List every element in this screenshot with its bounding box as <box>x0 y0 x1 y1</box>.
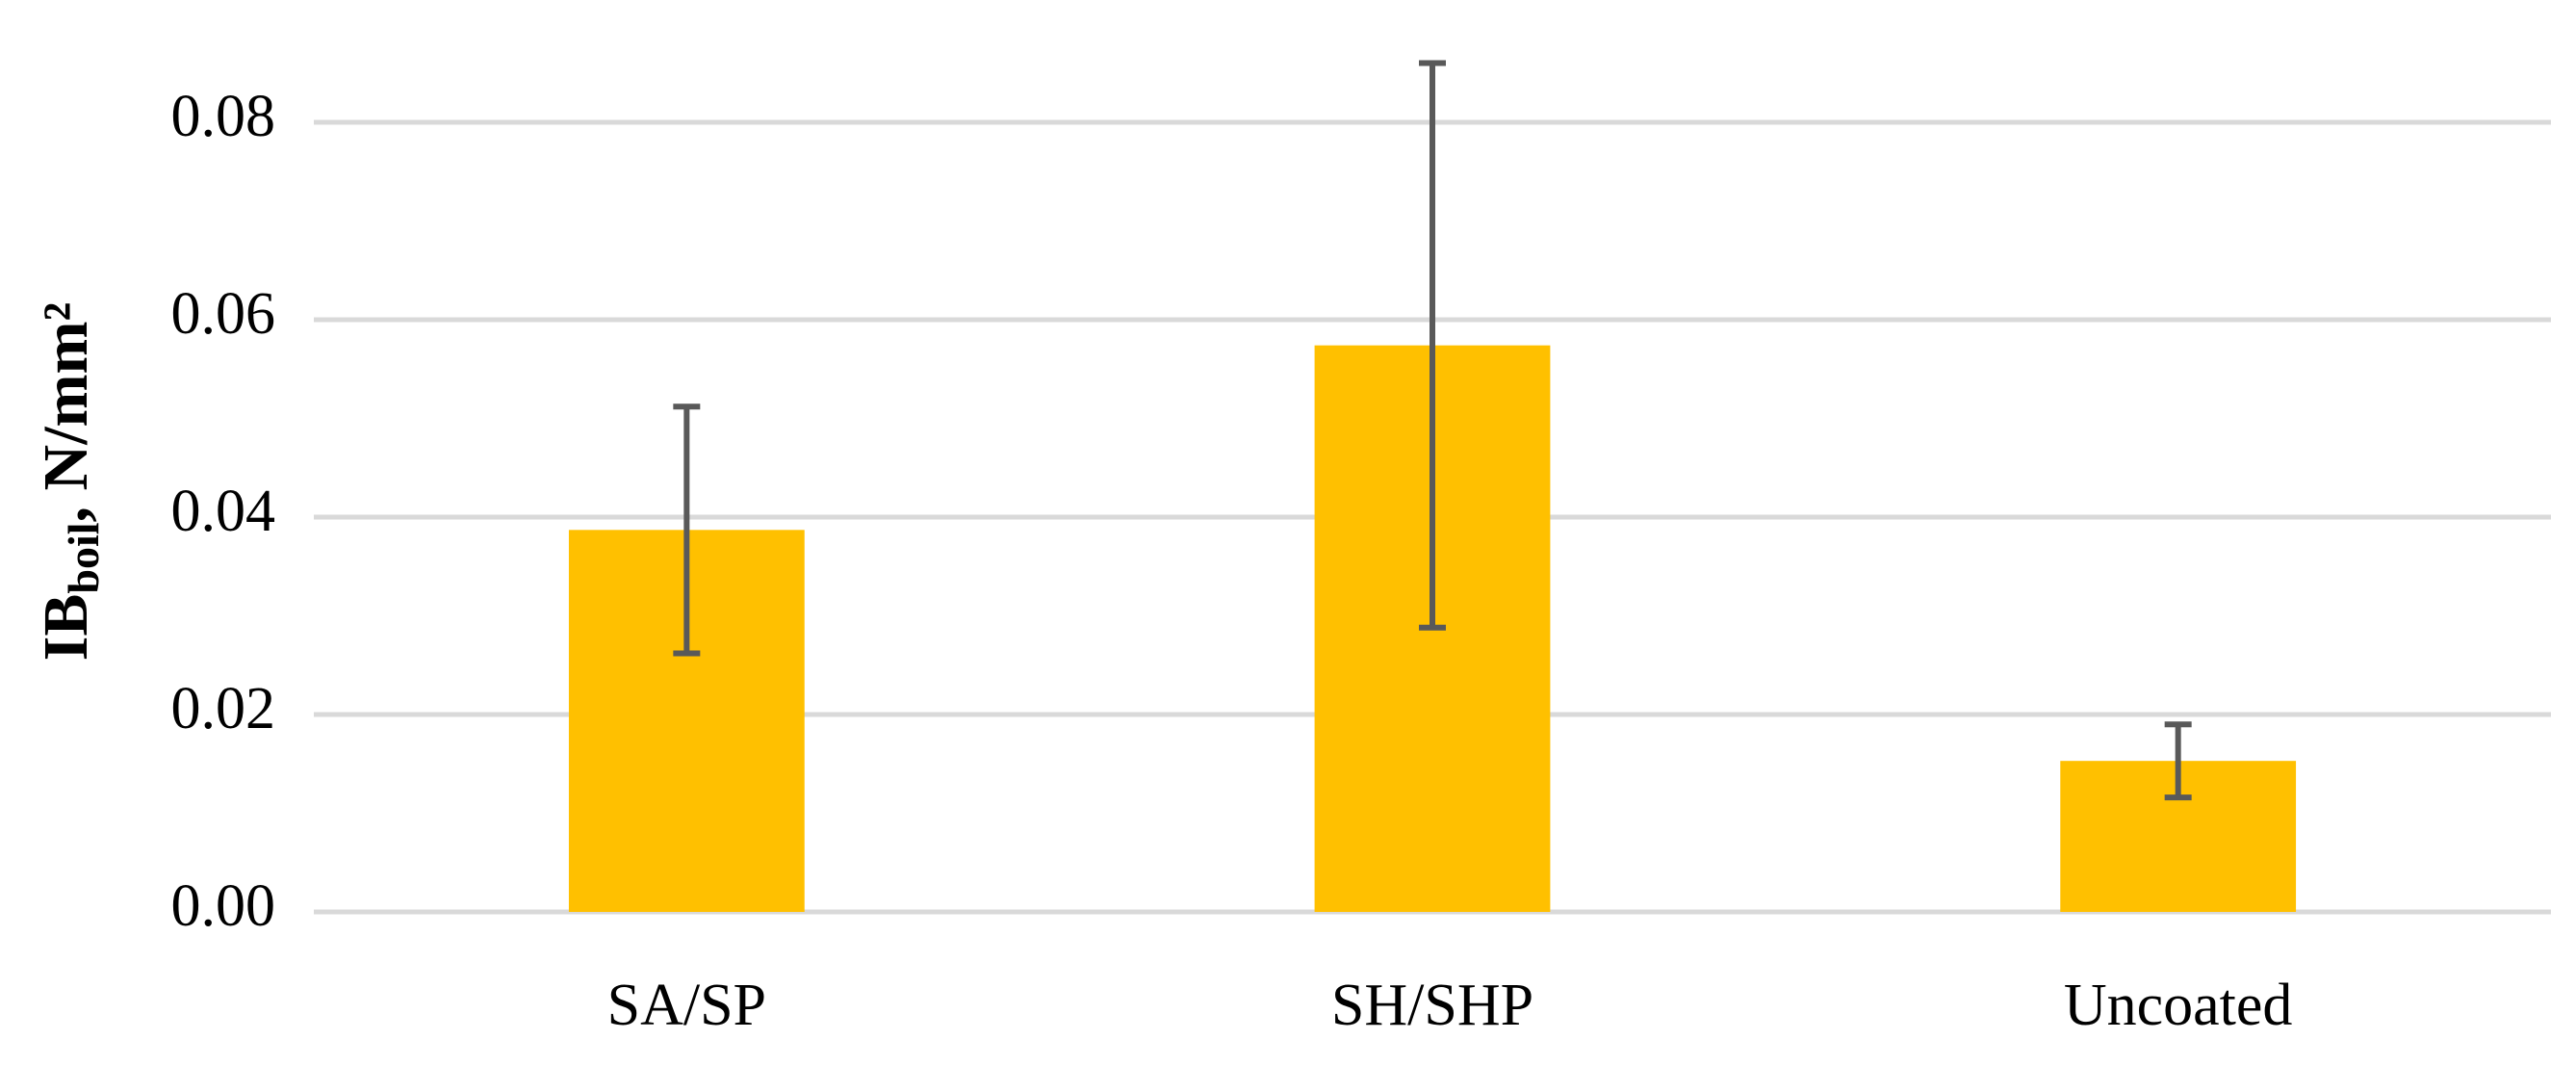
x-tick-label: SA/SP <box>607 973 766 1038</box>
y-label-suffix: , N/mm² <box>31 302 101 523</box>
y-tick-label: 0.04 <box>171 479 276 544</box>
y-tick-label: 0.06 <box>171 281 276 347</box>
error-bar <box>2164 721 2192 801</box>
y-tick-label: 0.02 <box>171 676 276 741</box>
x-tick-label: Uncoated <box>2064 973 2293 1038</box>
error-bar <box>1419 60 1446 631</box>
y-axis-label: IBboil, N/mm² <box>31 302 107 662</box>
y-label-main: IB <box>31 594 101 662</box>
error-bar <box>673 403 701 657</box>
y-tick-label: 0.00 <box>171 873 276 939</box>
y-label-subscript: boil <box>59 522 108 593</box>
x-tick-label: SH/SHP <box>1331 973 1533 1038</box>
y-tick-label: 0.08 <box>171 84 276 149</box>
